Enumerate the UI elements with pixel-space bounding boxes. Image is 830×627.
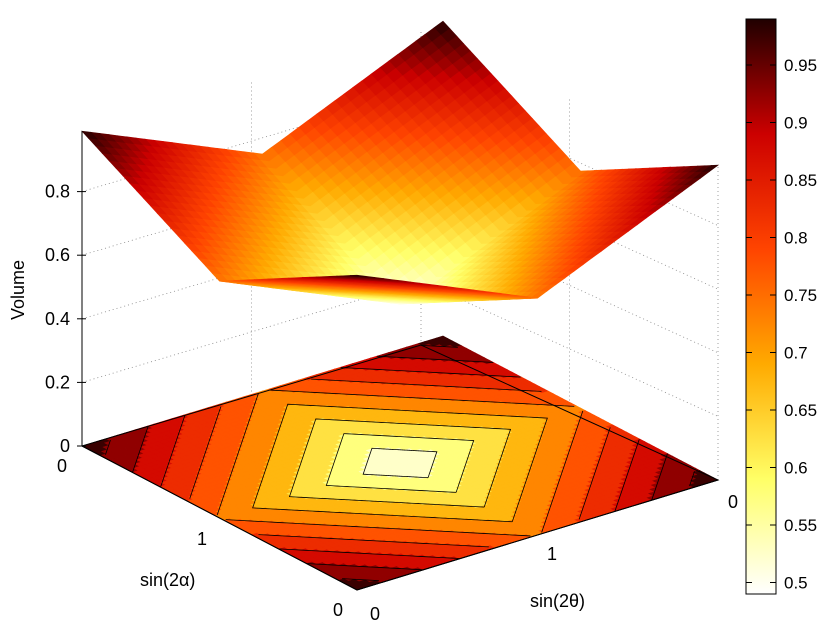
surface	[81, 20, 720, 305]
contour-projection	[80, 335, 720, 591]
grid-back-left-1	[81, 281, 422, 383]
grid-back-left-4	[81, 90, 422, 192]
